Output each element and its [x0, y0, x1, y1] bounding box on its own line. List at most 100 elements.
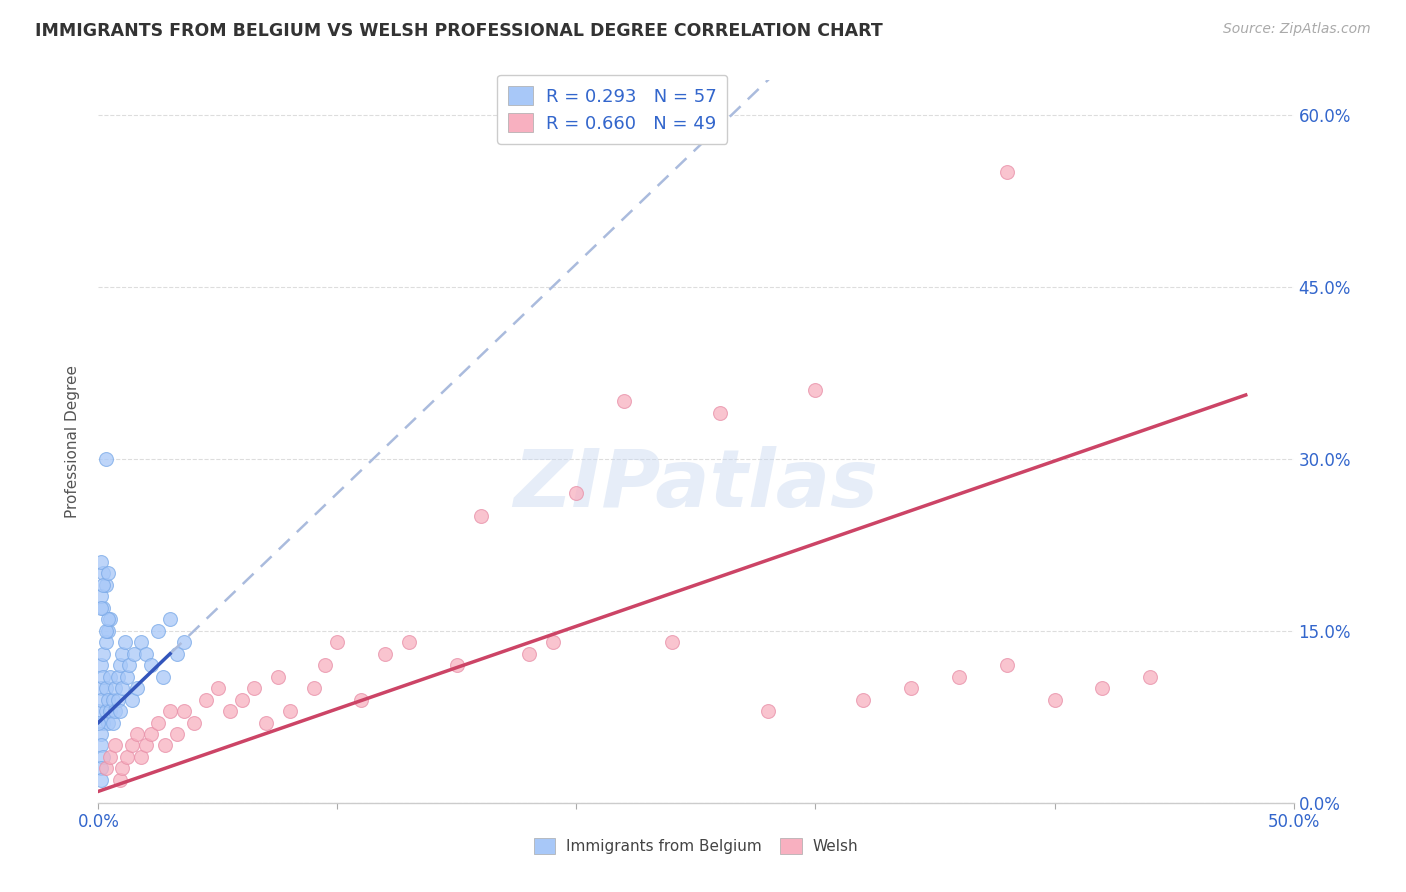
Point: [1139, 670, 1161, 684]
Point: [97, 715, 120, 730]
Point: [111, 681, 134, 695]
Point: [709, 406, 731, 420]
Point: [470, 509, 492, 524]
Point: [155, 739, 177, 753]
Point: [183, 715, 205, 730]
Text: IMMIGRANTS FROM BELGIUM VS WELSH PROFESSIONAL DEGREE CORRELATION CHART: IMMIGRANTS FROM BELGIUM VS WELSH PROFESS…: [35, 22, 883, 40]
Point: [91, 715, 114, 730]
Text: ZIPatlas: ZIPatlas: [513, 446, 879, 524]
Point: [139, 727, 162, 741]
Point: [97, 566, 120, 581]
Point: [114, 635, 136, 649]
Point: [108, 658, 131, 673]
Point: [139, 658, 162, 673]
Point: [446, 658, 468, 673]
Point: [135, 739, 157, 753]
Point: [278, 704, 301, 718]
Point: [148, 715, 170, 730]
Point: [900, 681, 922, 695]
Point: [995, 165, 1018, 179]
Point: [267, 670, 290, 684]
Point: [541, 635, 564, 649]
Point: [91, 566, 114, 581]
Point: [804, 383, 827, 397]
Point: [118, 658, 141, 673]
Point: [94, 704, 117, 718]
Point: [135, 647, 157, 661]
Point: [107, 692, 129, 706]
Point: [613, 394, 636, 409]
Point: [231, 692, 253, 706]
Point: [90, 772, 112, 787]
Point: [756, 704, 779, 718]
Point: [98, 612, 122, 626]
Point: [326, 635, 349, 649]
Point: [91, 670, 114, 684]
Point: [948, 670, 970, 684]
Point: [121, 739, 143, 753]
Point: [302, 681, 325, 695]
Point: [90, 600, 112, 615]
Point: [111, 647, 134, 661]
Point: [219, 704, 242, 718]
Point: [94, 761, 117, 775]
Point: [1043, 692, 1066, 706]
Point: [94, 635, 117, 649]
Point: [108, 772, 131, 787]
Point: [195, 692, 218, 706]
Point: [91, 647, 114, 661]
Point: [98, 750, 122, 764]
Point: [315, 658, 337, 673]
Point: [111, 761, 134, 775]
Point: [148, 624, 170, 638]
Point: [91, 600, 114, 615]
Point: [104, 681, 127, 695]
Point: [104, 704, 127, 718]
Point: [131, 750, 153, 764]
Point: [995, 658, 1018, 673]
Point: [94, 624, 117, 638]
Point: [91, 750, 114, 764]
Point: [166, 647, 188, 661]
Point: [108, 704, 131, 718]
Point: [107, 670, 129, 684]
Point: [852, 692, 875, 706]
Point: [125, 681, 148, 695]
Point: [97, 612, 120, 626]
Point: [115, 750, 138, 764]
Point: [91, 578, 114, 592]
Text: Source: ZipAtlas.com: Source: ZipAtlas.com: [1223, 22, 1371, 37]
Point: [661, 635, 683, 649]
Point: [90, 681, 112, 695]
Point: [90, 692, 112, 706]
Point: [243, 681, 266, 695]
Point: [97, 624, 120, 638]
Point: [173, 635, 195, 649]
Point: [350, 692, 373, 706]
Point: [173, 704, 195, 718]
Point: [131, 635, 153, 649]
Point: [152, 670, 174, 684]
Point: [90, 761, 112, 775]
Point: [87, 715, 110, 730]
Point: [97, 692, 120, 706]
Point: [1091, 681, 1114, 695]
Point: [87, 704, 110, 718]
Legend: Immigrants from Belgium, Welsh: Immigrants from Belgium, Welsh: [527, 832, 865, 860]
Point: [124, 647, 146, 661]
Point: [94, 578, 117, 592]
Point: [159, 704, 181, 718]
Point: [104, 739, 127, 753]
Point: [90, 727, 112, 741]
Point: [101, 715, 124, 730]
Point: [254, 715, 277, 730]
Point: [166, 727, 188, 741]
Point: [121, 692, 143, 706]
Point: [94, 681, 117, 695]
Point: [565, 486, 588, 500]
Point: [98, 670, 122, 684]
Point: [90, 590, 112, 604]
Point: [207, 681, 229, 695]
Point: [374, 647, 396, 661]
Point: [90, 739, 112, 753]
